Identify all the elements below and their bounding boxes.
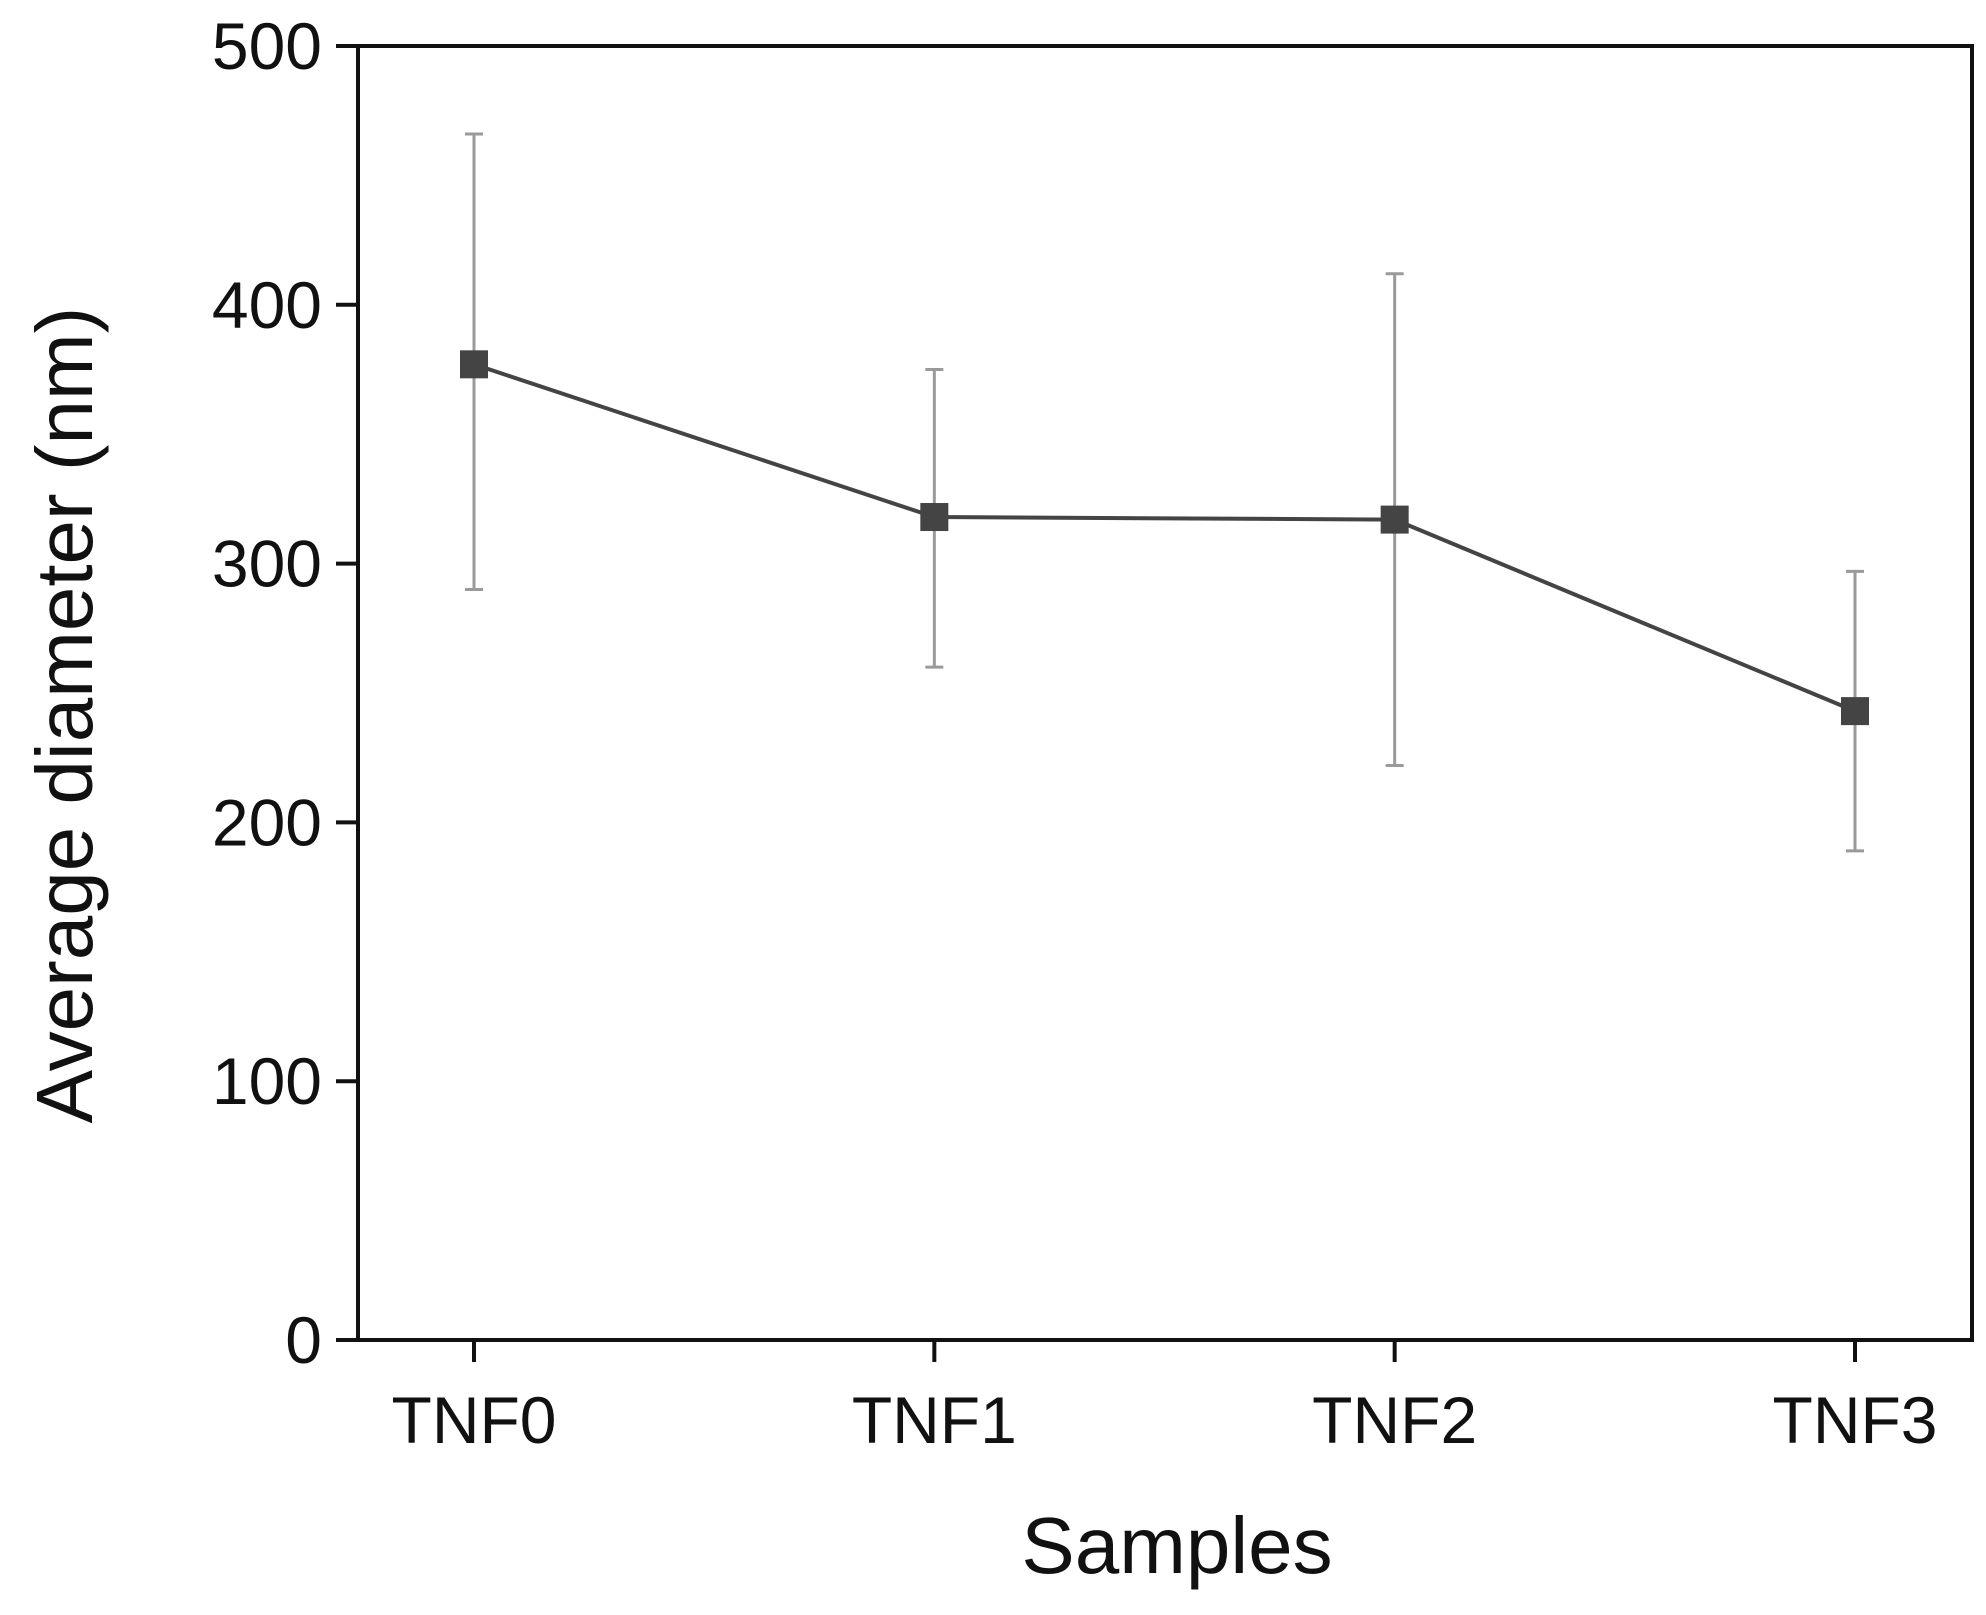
x-tick-label: TNF1 <box>852 1383 1017 1457</box>
error-bars <box>465 132 1864 853</box>
y-axis-ticks: 0 100 200 300 400 500 <box>212 9 358 1377</box>
series-line <box>473 362 1856 713</box>
data-markers <box>460 350 1869 726</box>
x-tick-label: TNF2 <box>1312 1383 1477 1457</box>
data-point-marker <box>1841 697 1869 726</box>
y-tick-label: 0 <box>285 1303 322 1377</box>
y-axis-title: Average diameter (nm) <box>20 307 109 1124</box>
axes <box>356 44 1974 1342</box>
x-tick-label: TNF3 <box>1773 1383 1938 1457</box>
data-point-marker <box>920 503 949 532</box>
y-tick-label: 400 <box>212 268 322 342</box>
data-point-marker <box>460 350 488 379</box>
plot-frame <box>356 44 1974 1342</box>
y-tick-label: 500 <box>212 9 322 83</box>
y-tick-label: 200 <box>212 785 322 859</box>
x-tick-label: TNF0 <box>392 1383 557 1457</box>
series-line-group <box>473 362 1856 713</box>
data-point-marker <box>1380 505 1409 534</box>
y-tick-label: 300 <box>212 527 322 601</box>
y-tick-label: 100 <box>212 1044 322 1118</box>
x-axis-ticks: TNF0 TNF1 TNF2 TNF3 <box>392 1340 1938 1457</box>
x-axis-title: Samples <box>1021 1501 1332 1590</box>
